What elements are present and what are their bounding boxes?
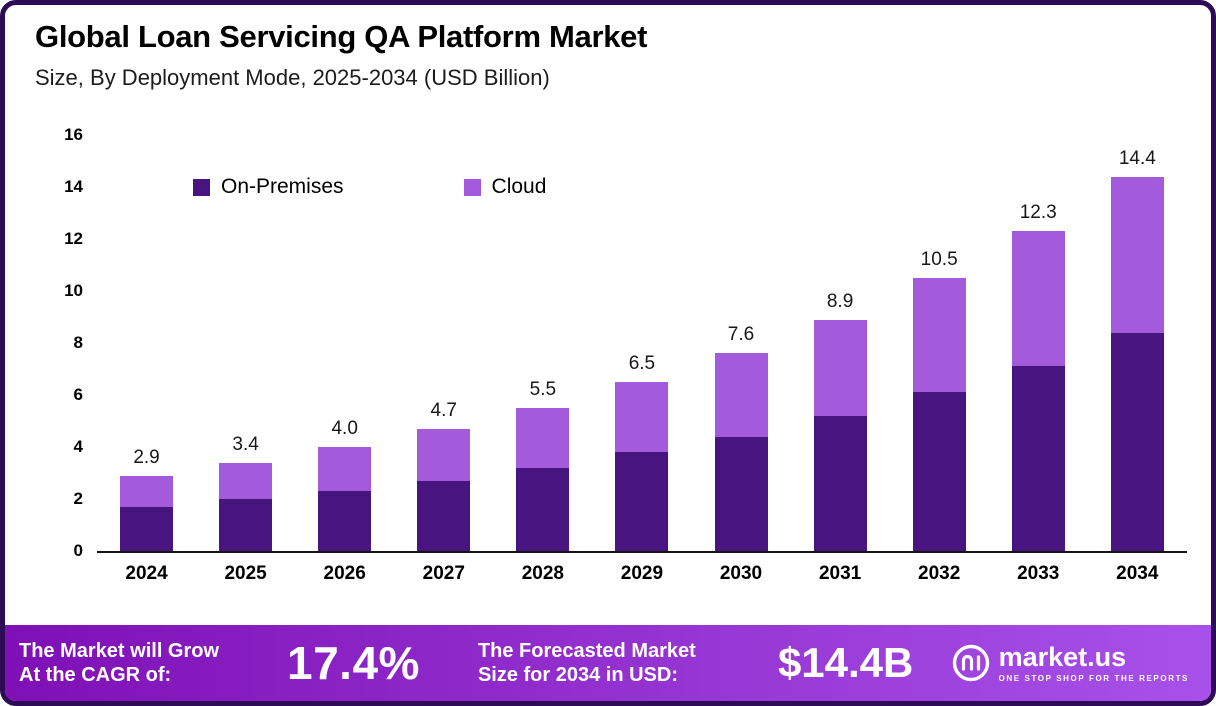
y-tick-label: 16	[64, 125, 83, 144]
bar-total-label: 4.7	[430, 399, 457, 421]
bar-segment-cloud	[318, 447, 372, 492]
bar-segment-cloud	[714, 353, 768, 437]
x-axis: 2024 2025 2026 2027 2028 2029 2030 2031 2032 2033…	[97, 563, 1187, 585]
y-tick-label: 12	[64, 229, 83, 248]
page-subtitle: Size, By Deployment Mode, 2025-2034 (USD…	[35, 65, 550, 90]
x-tick-label: 2027	[422, 563, 465, 584]
bar-segment-on-premises	[1011, 366, 1065, 551]
bar-group: 10.5	[912, 249, 966, 551]
page-title: Global Loan Servicing QA Platform Market	[35, 19, 648, 54]
bar-segment-cloud	[615, 382, 669, 453]
bar-segment-cloud	[120, 475, 174, 507]
y-axis: 16 14 12 10 8 6 4 2 0	[31, 125, 83, 560]
cagr-value: 17.4%	[287, 637, 420, 689]
x-tick-label: 2025	[224, 563, 267, 584]
x-tick-label: 2024	[125, 563, 168, 584]
bar-group: 2.9	[120, 446, 174, 551]
bar-group: 14.4	[1110, 147, 1164, 551]
bar-segment-cloud	[516, 408, 570, 468]
legend-label: Cloud	[491, 175, 547, 198]
bar-total-label: 7.6	[727, 324, 755, 346]
bar-segment-on-premises	[120, 506, 174, 551]
y-tick-label: 2	[73, 489, 83, 508]
x-tick-label: 2031	[818, 563, 862, 584]
brand: market.us ONE STOP SHOP FOR THE REPORTS	[951, 643, 1189, 683]
legend-swatch	[193, 178, 210, 196]
bar-group: 8.9	[813, 290, 867, 551]
bar-total-label: 5.5	[529, 379, 557, 401]
bar-segment-on-premises	[912, 392, 966, 551]
bar-total-label: 14.4	[1118, 147, 1156, 169]
legend-item: Cloud	[463, 175, 547, 199]
bar-total-label: 4.0	[331, 418, 358, 440]
bar-segment-on-premises	[516, 467, 570, 551]
y-tick-label: 6	[73, 385, 83, 404]
bar-total-label: 8.9	[826, 290, 854, 312]
forecast-value: $14.4B	[777, 639, 914, 686]
x-tick-label: 2030	[719, 563, 763, 584]
forecast-label: The Forecasted Market Size for 2034 in U…	[477, 640, 696, 686]
bar-total-label: 2.9	[133, 446, 160, 468]
legend-label: On-Premises	[221, 175, 344, 198]
bar-segment-on-premises	[813, 415, 867, 551]
marketus-logo-icon	[951, 643, 991, 683]
bar-segment-on-premises	[615, 452, 669, 551]
bar-segment-cloud	[219, 462, 273, 499]
bar-segment-on-premises	[1110, 332, 1164, 551]
bar-segment-cloud	[1011, 231, 1065, 367]
bar-group: 7.6	[714, 324, 768, 551]
bar-segment-cloud	[417, 428, 471, 481]
x-tick-label: 2033	[1017, 563, 1060, 584]
x-tick-label: 2032	[918, 563, 961, 584]
bar-segment-cloud	[1110, 176, 1164, 333]
brand-name: market.us	[998, 641, 1127, 672]
x-tick-label: 2029	[620, 563, 664, 584]
bar-segment-on-premises	[714, 436, 768, 551]
x-tick-label: 2034	[1116, 563, 1159, 584]
bar-group: 6.5	[615, 353, 669, 551]
plot-area: 2.9 3.4 4.0 4.7 5.5 6.5 7.6 8.9 10.5 12.3 14.4 On-…	[97, 135, 1187, 553]
bar-series: 2.9 3.4 4.0 4.7 5.5 6.5 7.6 8.9 10.5 12.3 14.4	[97, 135, 1187, 551]
header: Global Loan Servicing QA Platform Market…	[35, 19, 647, 91]
bar-group: 4.0	[318, 418, 372, 551]
bar-segment-cloud	[813, 319, 867, 416]
y-tick-label: 4	[73, 437, 83, 456]
brand-tagline: ONE STOP SHOP FOR THE REPORTS	[998, 673, 1189, 683]
x-tick-label: 2028	[521, 563, 564, 584]
bar-group: 3.4	[219, 433, 273, 551]
bar-total-label: 10.5	[920, 249, 958, 271]
bar-segment-on-premises	[318, 491, 372, 551]
bar-group: 12.3	[1011, 202, 1065, 551]
bar-group: 5.5	[516, 379, 570, 551]
brand-text: market.us ONE STOP SHOP FOR THE REPORTS	[998, 641, 1189, 683]
bar-total-label: 3.4	[232, 433, 259, 455]
y-tick-label: 0	[73, 541, 83, 560]
bar-segment-on-premises	[417, 480, 471, 551]
bar-total-label: 6.5	[628, 353, 656, 375]
legend-swatch	[463, 178, 481, 196]
y-tick-label: 14	[64, 177, 83, 196]
footer-banner: The Market will Grow At the CAGR of: 17.…	[5, 625, 1211, 701]
bar-group: 4.7	[417, 399, 471, 551]
legend: On-Premises Cloud	[193, 175, 546, 199]
cagr-label: The Market will Grow At the CAGR of:	[19, 640, 220, 686]
bar-segment-on-premises	[219, 499, 273, 551]
x-tick-label: 2026	[323, 563, 366, 584]
bar-segment-cloud	[912, 278, 966, 393]
y-tick-label: 8	[73, 333, 83, 352]
y-tick-label: 10	[64, 281, 83, 300]
bar-total-label: 12.3	[1019, 202, 1057, 224]
legend-item: On-Premises	[193, 175, 344, 199]
